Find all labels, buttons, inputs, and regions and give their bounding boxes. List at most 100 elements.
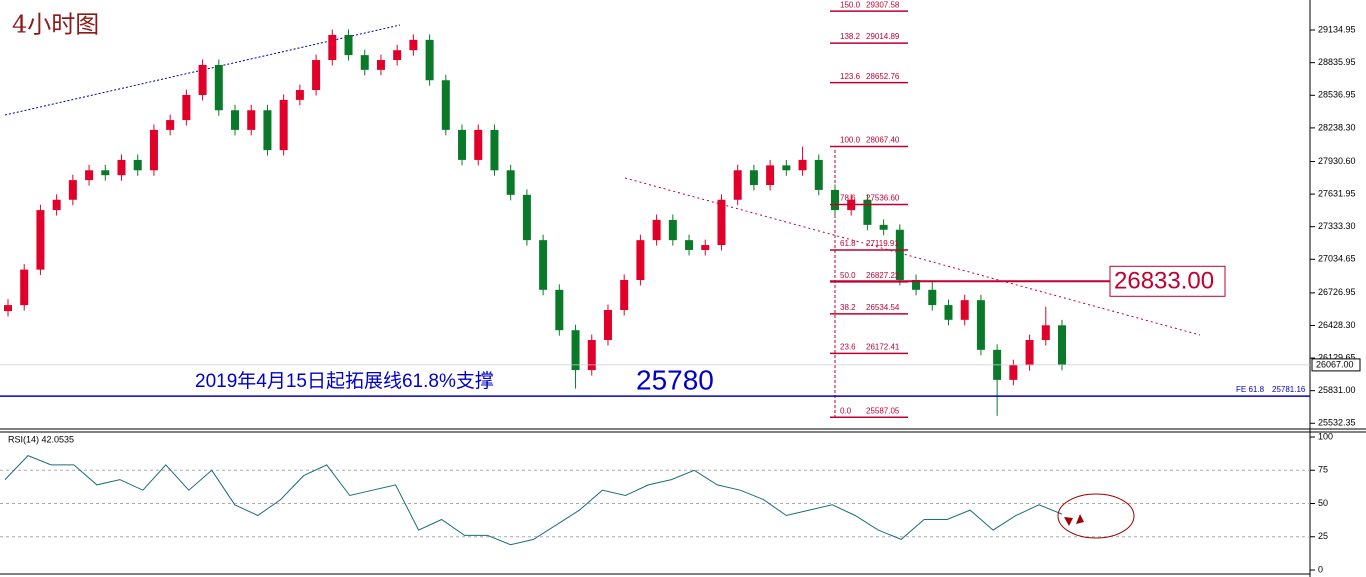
fib-ratio: 0.0	[840, 406, 852, 415]
y-tick-label: 100	[1318, 431, 1333, 441]
fib-price: 29307.58	[866, 0, 900, 9]
candle-body	[895, 229, 904, 280]
candle-body	[425, 39, 434, 81]
candle-body	[279, 99, 288, 151]
candle-body	[1058, 325, 1066, 365]
rsi-panel: 100 75 50 25 0 RSI(14) 42.0535	[0, 431, 1333, 574]
y-tick-label: 27930.60	[1318, 156, 1356, 166]
candle-body	[733, 170, 742, 200]
rsi-title: RSI(14) 42.0535	[8, 434, 74, 444]
support-label: 25780	[636, 364, 714, 395]
candle-body	[587, 340, 596, 371]
candle-body	[522, 194, 531, 241]
fib-price: 28067.40	[866, 136, 900, 145]
y-tick-label: 26129.65	[1318, 352, 1356, 362]
candle-body	[36, 210, 45, 270]
candle-body	[409, 39, 418, 51]
y-tick-label: 26428.30	[1318, 320, 1356, 330]
fib-ratio: 150.0	[840, 0, 861, 9]
annotation: 2019年4月15日起拓展线61.8%支撑	[195, 370, 494, 392]
candle-body	[685, 240, 694, 250]
resistance-box	[1109, 265, 1226, 297]
candle-body	[458, 129, 467, 160]
candle-body	[101, 170, 110, 176]
fe-name: FE 61.8	[1236, 385, 1265, 394]
candle-body	[830, 189, 839, 211]
fe-value: 25781.16	[1272, 385, 1306, 394]
candle-body	[20, 269, 29, 306]
candle-body	[944, 305, 953, 320]
candle-body	[295, 90, 304, 100]
candle-body	[539, 240, 548, 290]
candle-body	[263, 110, 272, 151]
candle-body	[344, 34, 353, 56]
price-panel: 29134.95 28835.95 28536.95 28238.30 27930.60…	[0, 0, 1361, 428]
fib-ratio: 23.6	[840, 343, 856, 352]
candle-body	[782, 165, 791, 171]
y-tick-label: 28238.30	[1318, 122, 1356, 132]
candle-body	[1009, 365, 1018, 380]
highlight-ellipse	[1057, 493, 1135, 539]
fib-ratio: 78.6	[840, 194, 856, 203]
candle-body	[4, 305, 12, 312]
y-tick-label: 27034.65	[1318, 254, 1356, 264]
candle-body	[863, 199, 872, 225]
candle-body	[879, 224, 888, 230]
candle-body	[1025, 340, 1034, 366]
candle-body	[376, 60, 385, 70]
fib-price: 28652.76	[866, 72, 900, 81]
fib-price: 26534.54	[866, 303, 900, 312]
fib-ratio: 138.2	[840, 32, 861, 41]
rsi-line	[4, 455, 1063, 546]
candle-body	[474, 129, 483, 160]
candle-body	[652, 219, 661, 241]
candle-body	[928, 289, 937, 306]
candle-body	[182, 94, 191, 121]
candle-body	[701, 245, 710, 250]
candle-body	[117, 159, 126, 176]
candle-body	[68, 180, 77, 200]
candle-body	[360, 55, 369, 70]
y-tick-label: 27631.95	[1318, 188, 1356, 198]
fib-price: 26172.41	[866, 343, 900, 352]
candle-body	[133, 159, 142, 171]
candle-body	[555, 289, 564, 331]
y-tick-label: 25831.00	[1318, 385, 1356, 395]
fib-price: 29014.89	[866, 32, 900, 41]
candle-body	[976, 300, 985, 350]
candle-body	[214, 64, 223, 111]
candle-body	[717, 199, 726, 246]
candle-body	[620, 279, 629, 311]
trend-line	[624, 177, 1201, 336]
last-price-label: 26067.00	[1316, 359, 1354, 369]
candle-body	[668, 219, 677, 241]
candle-body	[814, 159, 823, 190]
y-tick-label: 0	[1318, 564, 1323, 574]
candle-body	[328, 34, 337, 61]
y-tick-label: 25532.35	[1318, 418, 1356, 428]
y-tick-label: 25	[1318, 531, 1328, 541]
candle-body	[441, 80, 450, 130]
candle-body	[149, 129, 158, 171]
candle-body	[603, 310, 612, 341]
candle-body	[166, 120, 175, 130]
candle-body	[312, 60, 321, 91]
candle-body	[766, 165, 775, 186]
fib-ratio: 38.2	[840, 303, 856, 312]
fib-price: 26827.22	[866, 271, 900, 280]
y-tick-label: 29134.95	[1318, 24, 1356, 34]
y-tick-label: 50	[1318, 498, 1328, 508]
fib-price: 27119.91	[866, 239, 899, 248]
y-tick-label: 27333.30	[1318, 221, 1356, 231]
candle-body	[912, 279, 921, 290]
candle-body	[1041, 325, 1050, 341]
resistance-label: 26833.00	[1114, 268, 1214, 295]
candle-body	[490, 129, 499, 171]
fib-ratio: 123.6	[840, 72, 861, 81]
y-tick-label: 28835.95	[1318, 57, 1356, 67]
candle-body	[960, 300, 969, 320]
y-tick-label: 28536.95	[1318, 90, 1356, 100]
y-tick-label: 26726.95	[1318, 287, 1356, 297]
candle-body	[506, 170, 515, 195]
